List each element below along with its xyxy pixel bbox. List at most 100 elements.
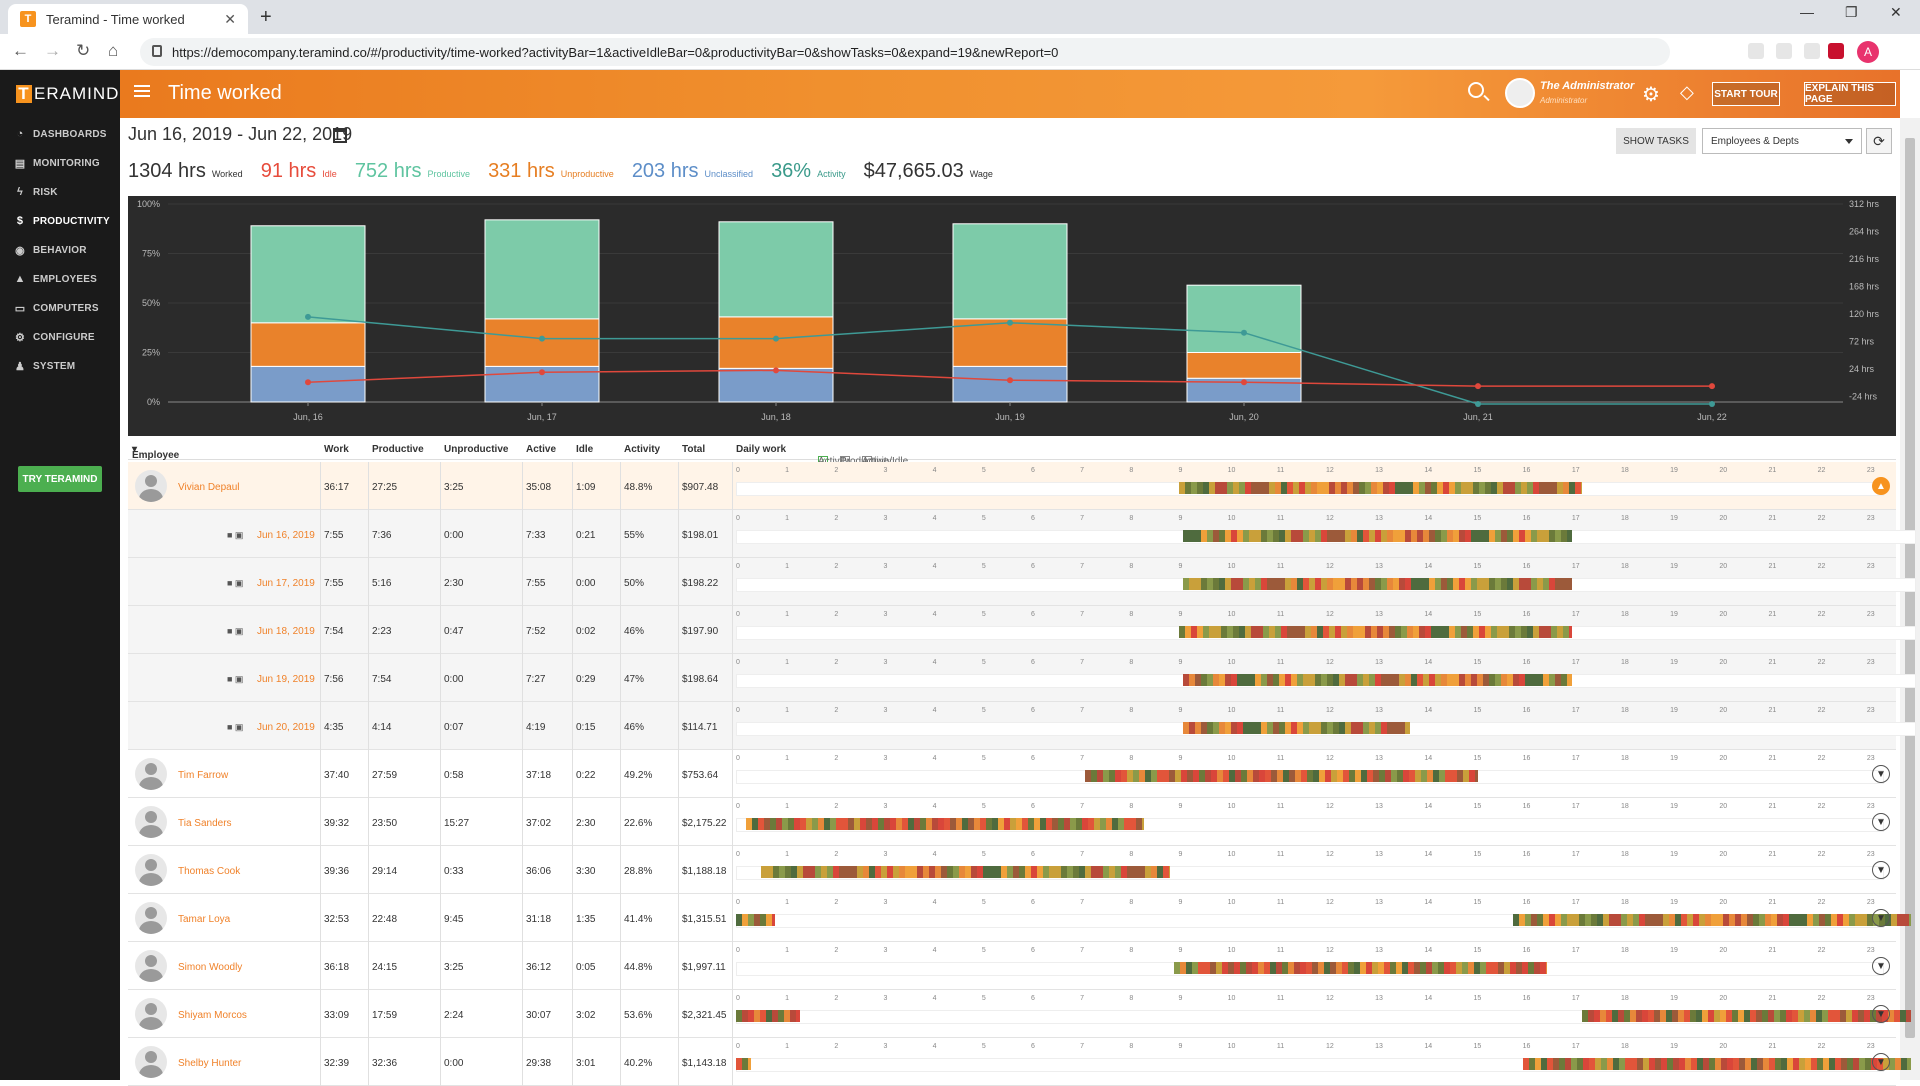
chevron-up-icon[interactable]: ▲ xyxy=(1872,477,1890,495)
activity-segment[interactable] xyxy=(1475,770,1478,782)
sidebar-item-system[interactable]: ♟SYSTEM xyxy=(14,356,75,376)
menu-icon[interactable] xyxy=(134,85,150,97)
employee-name[interactable]: Thomas Cook xyxy=(178,866,240,877)
col-employee[interactable]: Employee ▾ xyxy=(132,444,137,455)
show-tasks-button[interactable]: SHOW TASKS xyxy=(1616,128,1696,154)
activity-segment[interactable] xyxy=(1569,626,1572,638)
video-camera-icon[interactable]: ■ ▣ xyxy=(227,626,243,637)
reload-icon[interactable]: ↻ xyxy=(76,41,90,61)
chevron-down-icon[interactable]: ▼ xyxy=(1872,1005,1890,1023)
col-total[interactable]: Total xyxy=(682,444,705,455)
video-camera-icon[interactable]: ■ ▣ xyxy=(227,530,243,541)
sidebar-item-dashboards[interactable]: ◔DASHBOARDS xyxy=(14,124,107,144)
chevron-down-icon[interactable]: ▼ xyxy=(1872,1053,1890,1071)
employee-name[interactable]: Vivian Depaul xyxy=(178,482,240,493)
employee-name[interactable]: Tim Farrow xyxy=(178,770,228,781)
activity-segment[interactable] xyxy=(1567,578,1571,590)
activity-segment[interactable] xyxy=(1142,818,1144,830)
back-icon[interactable]: ← xyxy=(12,41,29,61)
date-range[interactable]: Jun 16, 2019 - Jun 22, 2019 xyxy=(128,124,352,145)
video-camera-icon[interactable]: ■ ▣ xyxy=(227,674,243,685)
zoom-icon[interactable] xyxy=(1776,43,1792,59)
teramind-logo[interactable]: T ERAMIND xyxy=(16,84,119,104)
activity-segment[interactable] xyxy=(1907,1058,1911,1070)
day-link[interactable]: Jun 17, 2019 xyxy=(257,578,315,589)
group-by-select[interactable]: Employees & Depts xyxy=(1702,128,1862,154)
activity-segment[interactable] xyxy=(1405,722,1409,734)
alert-icon[interactable]: ◇ xyxy=(1680,82,1694,103)
restore-icon[interactable]: ❐ xyxy=(1845,4,1858,21)
profile-avatar-icon[interactable]: A xyxy=(1857,41,1879,63)
employee-name[interactable]: Tamar Loya xyxy=(178,914,230,925)
activity-segment[interactable] xyxy=(1581,482,1582,494)
col-work[interactable]: Work xyxy=(324,444,349,455)
forward-icon[interactable]: → xyxy=(44,41,61,61)
day-link[interactable]: Jun 18, 2019 xyxy=(257,626,315,637)
close-window-icon[interactable]: ✕ xyxy=(1890,4,1902,21)
user-name[interactable]: The Administrator xyxy=(1540,80,1634,92)
sidebar-item-monitoring[interactable]: ▤MONITORING xyxy=(14,153,100,173)
browser-tab[interactable]: T Teramind - Time worked ✕ xyxy=(8,4,248,34)
sidebar-item-computers[interactable]: ▭COMPUTERS xyxy=(14,298,99,318)
chevron-down-icon[interactable]: ▼ xyxy=(1872,861,1890,879)
video-camera-icon[interactable]: ■ ▣ xyxy=(227,578,243,589)
day-link[interactable]: Jun 20, 2019 xyxy=(257,722,315,733)
chevron-down-icon[interactable]: ▼ xyxy=(1872,813,1890,831)
employee-name[interactable]: Shiyam Morcos xyxy=(178,1010,247,1021)
col-productive[interactable]: Productive xyxy=(372,444,424,455)
activity-segment[interactable] xyxy=(1567,674,1571,686)
calendar-icon[interactable] xyxy=(333,128,347,143)
activity-segment[interactable] xyxy=(796,1010,800,1022)
sidebar-item-employees[interactable]: ▲EMPLOYEES xyxy=(14,269,97,289)
activity-segment[interactable] xyxy=(772,914,775,926)
url-field[interactable]: https://democompany.teramind.co/#/produc… xyxy=(140,38,1670,66)
video-camera-icon[interactable]: ■ ▣ xyxy=(227,722,243,733)
activity-segment[interactable] xyxy=(748,1058,751,1070)
start-tour-button[interactable]: START TOUR xyxy=(1712,82,1780,106)
try-teramind-button[interactable]: TRY TERAMIND xyxy=(18,466,102,492)
search-icon[interactable] xyxy=(1468,82,1484,98)
avatar[interactable] xyxy=(1505,78,1535,108)
activity-segment[interactable] xyxy=(1909,914,1911,926)
sidebar-item-productivity[interactable]: $PRODUCTIVITY xyxy=(14,211,110,231)
settings-gear-icon[interactable]: ⚙ xyxy=(1642,82,1660,107)
page-scrollbar[interactable] xyxy=(1900,118,1920,1080)
minimize-icon[interactable]: — xyxy=(1800,4,1814,20)
sidebar-item-behavior[interactable]: ◉BEHAVIOR xyxy=(14,240,87,260)
chevron-down-icon[interactable]: ▼ xyxy=(1872,957,1890,975)
new-tab-icon[interactable]: + xyxy=(260,6,272,29)
close-tab-icon[interactable]: ✕ xyxy=(224,11,236,28)
sidebar-item-configure[interactable]: ⚙CONFIGURE xyxy=(14,327,95,347)
refresh-icon[interactable]: ⟳ xyxy=(1866,128,1892,154)
day-link[interactable]: Jun 19, 2019 xyxy=(257,674,315,685)
col-unproductive[interactable]: Unproductive xyxy=(444,444,508,455)
explain-page-button[interactable]: EXPLAIN THIS PAGE xyxy=(1804,82,1896,106)
employee-name[interactable]: Tia Sanders xyxy=(178,818,232,829)
activity-segment[interactable] xyxy=(1546,962,1548,974)
col-active[interactable]: Active xyxy=(526,444,556,455)
star-icon[interactable] xyxy=(1804,43,1820,59)
col-idle[interactable]: Idle xyxy=(576,444,593,455)
col-activity[interactable]: Activity xyxy=(624,444,660,455)
employee-name[interactable]: Simon Woodly xyxy=(178,962,242,973)
extension-icon[interactable] xyxy=(1828,43,1844,59)
day-link[interactable]: Jun 16, 2019 xyxy=(257,530,315,541)
activity-segment[interactable] xyxy=(1567,530,1571,542)
home-icon[interactable]: ⌂ xyxy=(108,41,118,61)
employee-name[interactable]: Shelby Hunter xyxy=(178,1058,241,1069)
activity-segment[interactable] xyxy=(1906,1010,1911,1022)
